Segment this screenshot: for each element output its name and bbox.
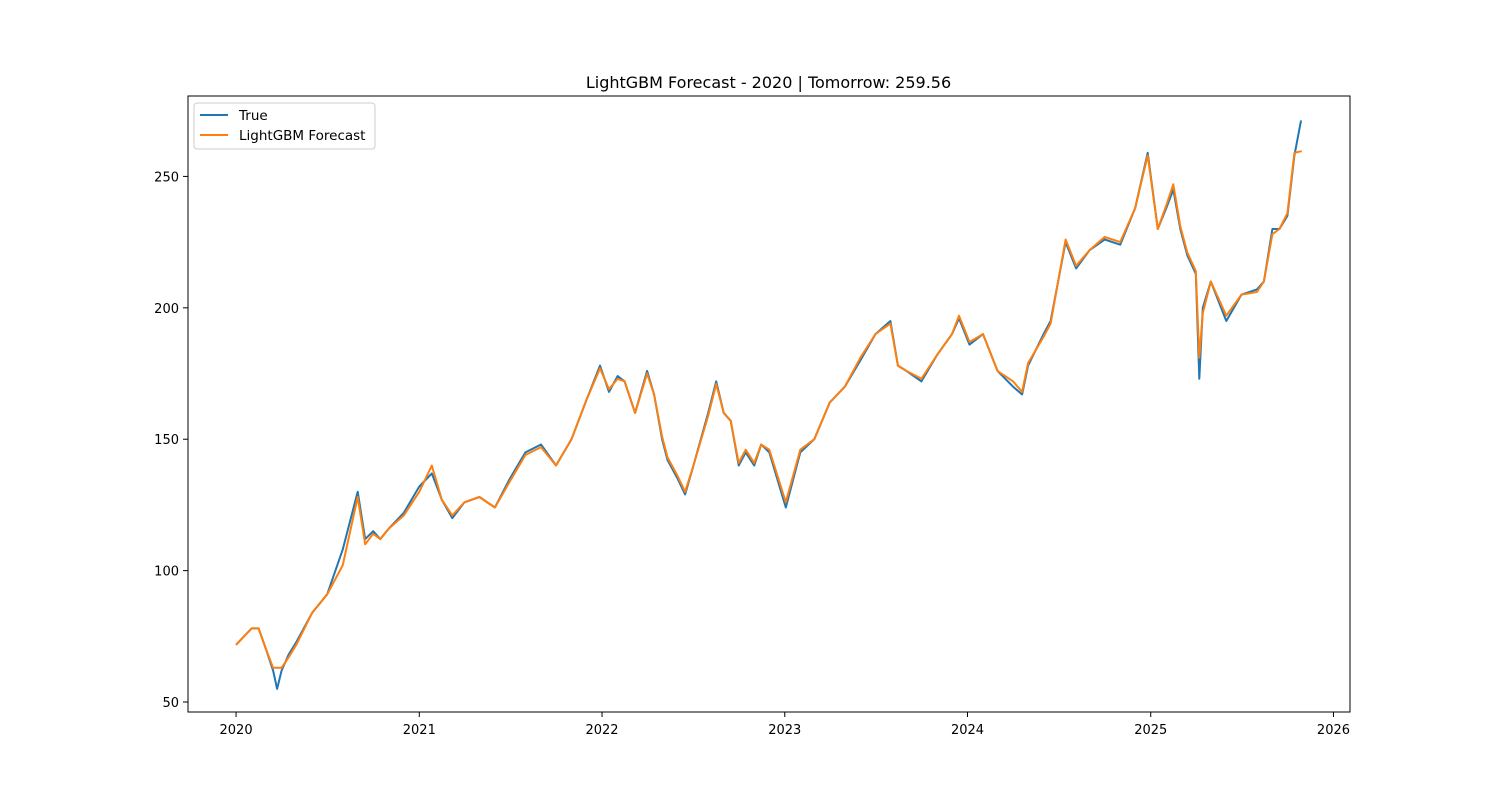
legend-label-forecast: LightGBM Forecast [239, 128, 365, 144]
legend-box [193, 102, 376, 150]
y-tick-label: 100 [154, 565, 179, 580]
y-tick-label: 250 [154, 170, 179, 185]
x-tick-label: 2026 [1317, 723, 1350, 738]
plot-frame [187, 95, 1351, 713]
legend-label-true: True [238, 108, 268, 124]
x-tick-label: 2025 [1134, 723, 1167, 738]
legend: True LightGBM Forecast [193, 102, 376, 150]
plot-area [188, 96, 1350, 712]
x-tick-label: 2023 [768, 723, 801, 738]
series-layer [235, 120, 1302, 690]
x-tick-label: 2022 [585, 723, 618, 738]
x-axis: 2020 2021 2022 2023 2024 2025 2026 [220, 712, 1350, 738]
x-tick-label: 2020 [220, 723, 253, 738]
x-tick-label: 2024 [951, 723, 984, 738]
y-tick-label: 150 [154, 433, 179, 448]
x-tick-label: 2021 [403, 723, 436, 738]
series-line-lightgbm-forecast [235, 150, 1302, 669]
y-tick-label: 50 [162, 696, 179, 711]
y-tick-label: 200 [154, 302, 179, 317]
y-axis: 50 100 150 200 250 [154, 170, 188, 711]
chart-title: LightGBM Forecast - 2020 | Tomorrow: 259… [586, 73, 951, 92]
